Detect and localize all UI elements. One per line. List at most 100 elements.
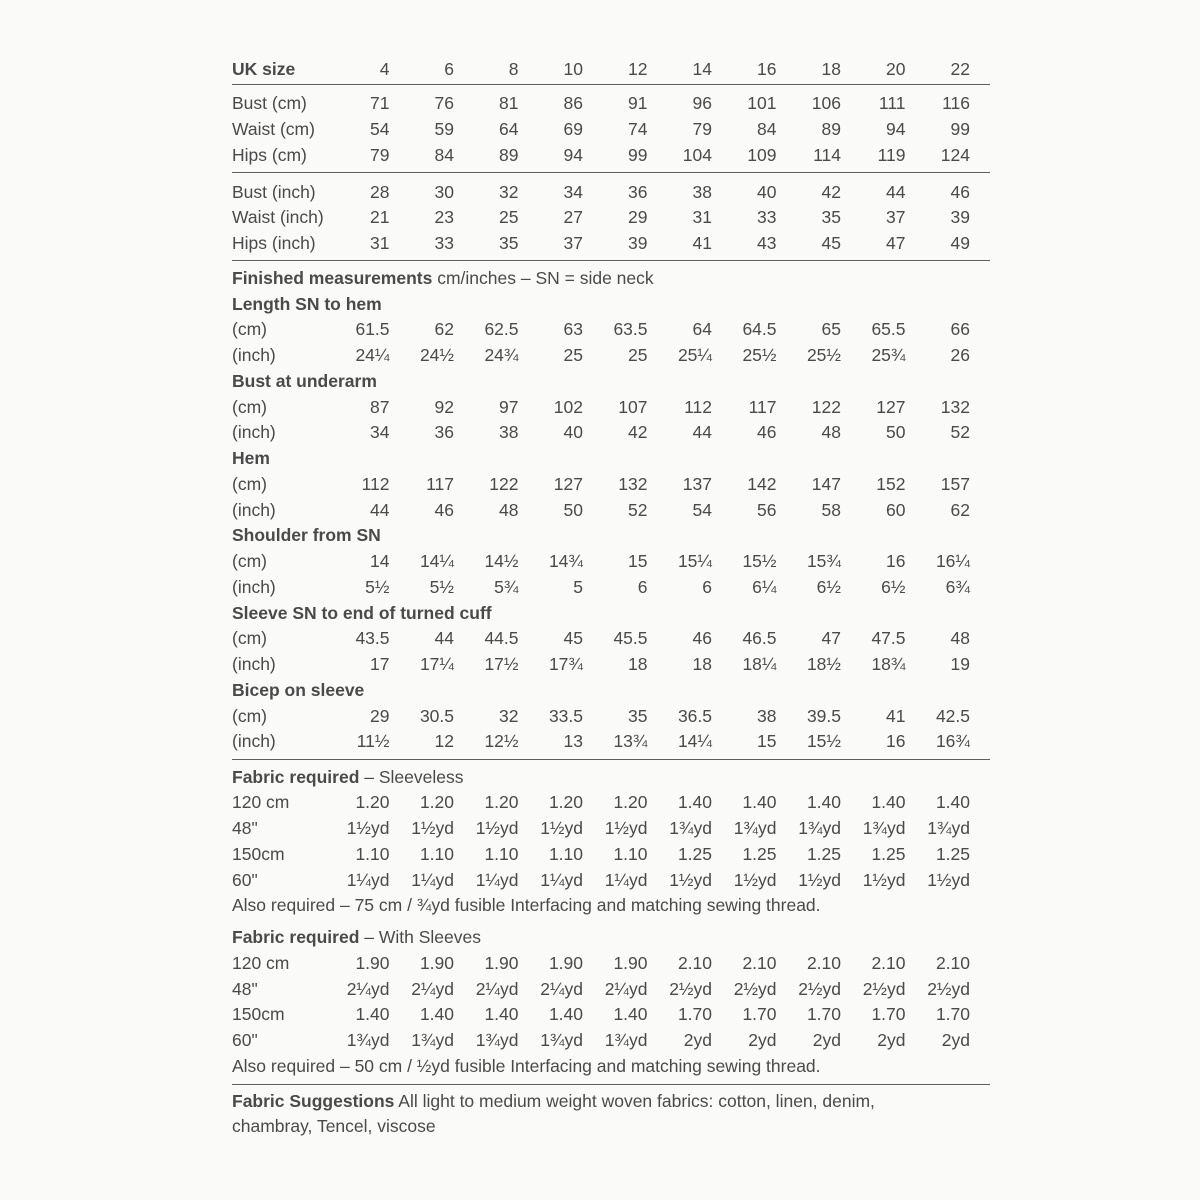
cell-value: 1.40 bbox=[419, 1004, 454, 1025]
cell-value: 106 bbox=[811, 93, 841, 114]
cell-value: 42 bbox=[628, 422, 648, 443]
cell-value: 52 bbox=[628, 499, 648, 520]
cell-value: 1.90 bbox=[419, 952, 454, 973]
table-row: (inch) 11½ 12 12½ 13 13¾ 14¼ 15 15½ 16 16¾ bbox=[232, 729, 970, 755]
cell-value: 122 bbox=[811, 396, 841, 417]
cell-value: 54 bbox=[692, 499, 712, 520]
cell-value: 5½ bbox=[429, 576, 454, 597]
table-row: (cm) 43.5 44 44.5 45 45.5 46 46.5 47 47.5 48 bbox=[232, 626, 970, 652]
cell-value: 4 bbox=[379, 59, 390, 79]
cell-value: 94 bbox=[563, 144, 583, 165]
cell-value: 18¼ bbox=[742, 654, 777, 674]
cell-value: 18 bbox=[821, 59, 841, 79]
row-label: (cm) bbox=[232, 319, 267, 340]
row-label: 48" bbox=[232, 818, 258, 838]
table-row: (inch) 5½ 5½ 5¾ 5 6 6 6¼ 6½ 6½ 6¾ bbox=[232, 575, 970, 601]
cell-value: 1½yd bbox=[475, 818, 519, 838]
cell-value: 1.90 bbox=[484, 952, 519, 973]
cell-value: 157 bbox=[940, 473, 970, 494]
cell-value: 102 bbox=[553, 396, 583, 417]
cell-value: 35 bbox=[628, 705, 648, 726]
cell-value: 58 bbox=[821, 499, 841, 520]
cell-value: 2¼yd bbox=[475, 978, 519, 999]
cell-value: 40 bbox=[757, 181, 777, 202]
cell-value: 2½yd bbox=[862, 978, 906, 999]
row-label: 150cm bbox=[232, 1004, 285, 1025]
cell-value: 27 bbox=[563, 207, 583, 228]
cell-value: 25 bbox=[499, 207, 519, 228]
cell-value: 1.25 bbox=[871, 843, 906, 864]
table-row: Hips (cm) 79 84 89 94 99 104 109 114 119 124 bbox=[232, 143, 970, 169]
cell-value: 15 bbox=[628, 551, 648, 571]
cell-value: 1.20 bbox=[355, 792, 390, 813]
cell-value: 32 bbox=[499, 705, 519, 726]
cell-value: 40 bbox=[563, 422, 583, 443]
cell-value: 2.10 bbox=[935, 952, 970, 973]
cell-value: 111 bbox=[878, 93, 906, 114]
cell-value: 6 bbox=[702, 576, 712, 597]
fabric-with-sleeves-rows: 120 cm 1.90 1.90 1.90 1.90 1.90 2.10 2.10 2.10 2.… bbox=[232, 951, 990, 1054]
size-chart-page: UK size 4 6 8 10 12 14 16 18 20 22 Bust (cm) 71 76 81… bbox=[232, 57, 990, 1140]
cell-value: 116 bbox=[942, 93, 970, 114]
cell-value: 1.10 bbox=[613, 843, 648, 864]
cell-value: 89 bbox=[821, 119, 841, 139]
table-row: (inch) 24¼ 24½ 24¾ 25 25 25¼ 25½ 25½ 25¾ 26 bbox=[232, 343, 970, 369]
row-label: Waist (cm) bbox=[232, 119, 315, 139]
cell-value: 14 bbox=[692, 59, 712, 79]
fabric-sleeveless-note: Also required – 75 cm / ¾yd fusible Inte… bbox=[232, 895, 821, 916]
cell-value: 30.5 bbox=[419, 705, 454, 726]
cell-value: 1.40 bbox=[935, 792, 970, 813]
body-measurements-cm-rows: Bust (cm) 71 76 81 86 91 96 101 106 111 116 Waist (… bbox=[232, 91, 990, 168]
cell-value: 49 bbox=[950, 233, 970, 253]
row-label: (inch) bbox=[232, 422, 276, 443]
horizontal-rule bbox=[232, 84, 990, 86]
horizontal-rule bbox=[232, 1083, 990, 1085]
cell-value: 43.5 bbox=[355, 628, 390, 649]
fabric-sleeveless-heading-rest: – Sleeveless bbox=[359, 766, 464, 787]
finished-measurements-heading: Finished measurements cm/inches – SN = s… bbox=[232, 266, 990, 292]
cell-value: 1.70 bbox=[871, 1004, 906, 1025]
cell-value: 1.25 bbox=[677, 843, 712, 864]
cell-value: 64 bbox=[499, 119, 519, 139]
cell-value: 117 bbox=[748, 396, 777, 417]
cell-value: 15½ bbox=[742, 551, 777, 571]
horizontal-rule bbox=[232, 259, 990, 261]
cell-value: 46 bbox=[950, 181, 970, 202]
horizontal-rule bbox=[232, 171, 990, 173]
table-row: Bust (cm) 71 76 81 86 91 96 101 106 111 116 bbox=[232, 91, 970, 117]
cell-value: 12 bbox=[434, 731, 454, 752]
cell-value: 79 bbox=[692, 119, 712, 139]
finished-measurements-heading-bold: Finished measurements bbox=[232, 267, 433, 288]
cell-value: 14¼ bbox=[677, 731, 712, 752]
cell-value: 1¾yd bbox=[927, 818, 970, 838]
row-label: 150cm bbox=[232, 843, 285, 864]
cell-value: 132 bbox=[940, 396, 970, 417]
measurement-section-title: Hem bbox=[232, 448, 270, 468]
row-label: (inch) bbox=[232, 731, 276, 752]
cell-value: 76 bbox=[434, 93, 454, 114]
cell-value: 62.5 bbox=[484, 319, 519, 340]
cell-value: 39 bbox=[950, 207, 970, 228]
cell-value: 18 bbox=[628, 654, 648, 674]
table-row: Waist (cm) 54 59 64 69 74 79 84 89 94 99 bbox=[232, 117, 970, 143]
cell-value: 1½yd bbox=[669, 869, 712, 890]
cell-value: 137 bbox=[682, 473, 712, 494]
cell-value: 17¼ bbox=[419, 654, 454, 674]
cell-value: 37 bbox=[886, 207, 906, 228]
cell-value: 1.25 bbox=[806, 843, 841, 864]
cell-value: 1¾yd bbox=[475, 1030, 519, 1050]
cell-value: 6½ bbox=[881, 576, 906, 597]
cell-value: 2¼yd bbox=[540, 978, 583, 999]
table-row: 60" 1¾yd 1¾yd 1¾yd 1¾yd 1¾yd 2yd 2yd 2yd 2yd 2yd bbox=[232, 1028, 970, 1054]
cell-value: 107 bbox=[618, 396, 648, 417]
cell-value: 29 bbox=[628, 207, 648, 228]
table-row: 60" 1¼yd 1¼yd 1¼yd 1¼yd 1¼yd 1½yd 1½yd 1½yd 1½yd 1… bbox=[232, 868, 970, 894]
cell-value: 1.40 bbox=[548, 1004, 583, 1025]
cell-value: 46 bbox=[434, 499, 454, 520]
cell-value: 35 bbox=[821, 207, 841, 228]
cell-value: 46 bbox=[757, 422, 777, 443]
cell-value: 1¼yd bbox=[346, 869, 390, 890]
row-label: 48" bbox=[232, 978, 258, 999]
cell-value: 152 bbox=[876, 473, 906, 494]
fabric-sleeveless-heading-bold: Fabric required bbox=[232, 766, 360, 787]
